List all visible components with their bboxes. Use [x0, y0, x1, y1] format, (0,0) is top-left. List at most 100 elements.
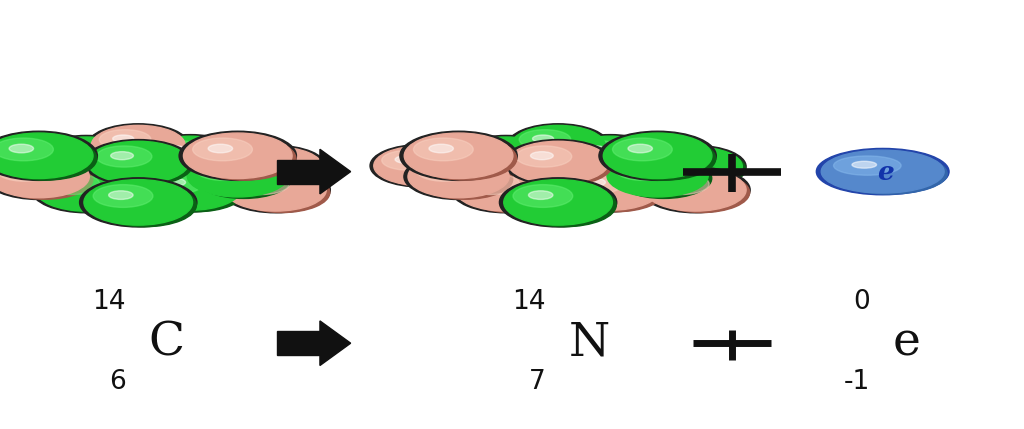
- Ellipse shape: [641, 167, 751, 213]
- Ellipse shape: [0, 133, 93, 178]
- Ellipse shape: [648, 147, 742, 186]
- Ellipse shape: [237, 151, 289, 171]
- Ellipse shape: [225, 145, 327, 188]
- Ellipse shape: [143, 136, 238, 175]
- Ellipse shape: [0, 145, 51, 187]
- Ellipse shape: [504, 180, 612, 225]
- Ellipse shape: [417, 159, 513, 199]
- Ellipse shape: [60, 147, 82, 154]
- Ellipse shape: [0, 149, 51, 187]
- Ellipse shape: [148, 172, 204, 194]
- Ellipse shape: [0, 155, 89, 198]
- Ellipse shape: [0, 137, 97, 180]
- Ellipse shape: [429, 144, 454, 153]
- Ellipse shape: [656, 151, 709, 171]
- Ellipse shape: [44, 173, 99, 195]
- Ellipse shape: [628, 144, 652, 153]
- Ellipse shape: [403, 154, 513, 199]
- Ellipse shape: [568, 172, 624, 194]
- Ellipse shape: [821, 150, 944, 193]
- Ellipse shape: [193, 138, 253, 161]
- Ellipse shape: [417, 160, 472, 181]
- Polygon shape: [319, 149, 350, 194]
- Ellipse shape: [47, 140, 136, 178]
- Ellipse shape: [193, 137, 296, 180]
- Ellipse shape: [668, 179, 691, 187]
- Ellipse shape: [834, 156, 901, 175]
- Ellipse shape: [88, 141, 188, 184]
- Ellipse shape: [530, 151, 553, 160]
- Ellipse shape: [500, 178, 616, 227]
- Ellipse shape: [113, 135, 134, 142]
- Ellipse shape: [456, 169, 556, 211]
- Ellipse shape: [559, 135, 660, 177]
- Ellipse shape: [645, 145, 746, 188]
- Ellipse shape: [237, 150, 326, 187]
- Ellipse shape: [480, 147, 502, 154]
- Ellipse shape: [84, 139, 193, 185]
- Text: e: e: [878, 160, 894, 185]
- Ellipse shape: [39, 137, 133, 176]
- Ellipse shape: [404, 133, 513, 178]
- Ellipse shape: [88, 124, 188, 166]
- Ellipse shape: [225, 169, 327, 211]
- Ellipse shape: [183, 153, 293, 199]
- Ellipse shape: [221, 167, 331, 213]
- Ellipse shape: [508, 141, 608, 184]
- Text: 14: 14: [92, 289, 126, 315]
- Ellipse shape: [560, 168, 660, 210]
- Ellipse shape: [571, 140, 623, 160]
- Ellipse shape: [96, 146, 152, 167]
- Ellipse shape: [382, 149, 471, 187]
- Ellipse shape: [0, 151, 13, 170]
- Ellipse shape: [516, 145, 612, 185]
- Ellipse shape: [519, 129, 608, 166]
- Ellipse shape: [11, 166, 34, 174]
- Ellipse shape: [228, 147, 323, 186]
- Ellipse shape: [630, 165, 652, 173]
- Ellipse shape: [571, 139, 660, 177]
- Ellipse shape: [414, 137, 517, 180]
- Ellipse shape: [556, 166, 665, 212]
- Ellipse shape: [136, 166, 245, 212]
- Text: -1: -1: [844, 369, 870, 395]
- Ellipse shape: [210, 165, 232, 173]
- Ellipse shape: [196, 158, 292, 199]
- Ellipse shape: [519, 130, 570, 149]
- Ellipse shape: [456, 136, 557, 178]
- Ellipse shape: [816, 148, 949, 195]
- Ellipse shape: [568, 172, 665, 212]
- Ellipse shape: [248, 179, 271, 187]
- Ellipse shape: [36, 169, 136, 211]
- Ellipse shape: [653, 172, 750, 213]
- Ellipse shape: [852, 161, 877, 168]
- Ellipse shape: [395, 156, 416, 163]
- Ellipse shape: [0, 146, 48, 185]
- Ellipse shape: [382, 151, 433, 170]
- Ellipse shape: [464, 172, 560, 213]
- Ellipse shape: [645, 169, 746, 211]
- Text: 6: 6: [110, 369, 126, 395]
- Ellipse shape: [612, 137, 716, 180]
- Ellipse shape: [615, 159, 672, 181]
- Ellipse shape: [9, 144, 34, 153]
- Ellipse shape: [615, 158, 712, 199]
- Ellipse shape: [467, 141, 518, 161]
- Ellipse shape: [93, 184, 153, 207]
- Text: N: N: [568, 320, 609, 366]
- Ellipse shape: [0, 159, 93, 199]
- Ellipse shape: [656, 150, 745, 187]
- Ellipse shape: [93, 184, 197, 227]
- Ellipse shape: [508, 124, 608, 166]
- Text: 7: 7: [529, 369, 546, 395]
- Ellipse shape: [187, 154, 289, 197]
- Ellipse shape: [179, 131, 296, 180]
- Ellipse shape: [585, 146, 606, 153]
- Ellipse shape: [233, 172, 330, 213]
- Ellipse shape: [516, 146, 571, 167]
- Text: e: e: [893, 320, 921, 366]
- Ellipse shape: [513, 184, 572, 207]
- Polygon shape: [319, 321, 350, 366]
- Ellipse shape: [431, 166, 454, 174]
- Ellipse shape: [583, 178, 605, 186]
